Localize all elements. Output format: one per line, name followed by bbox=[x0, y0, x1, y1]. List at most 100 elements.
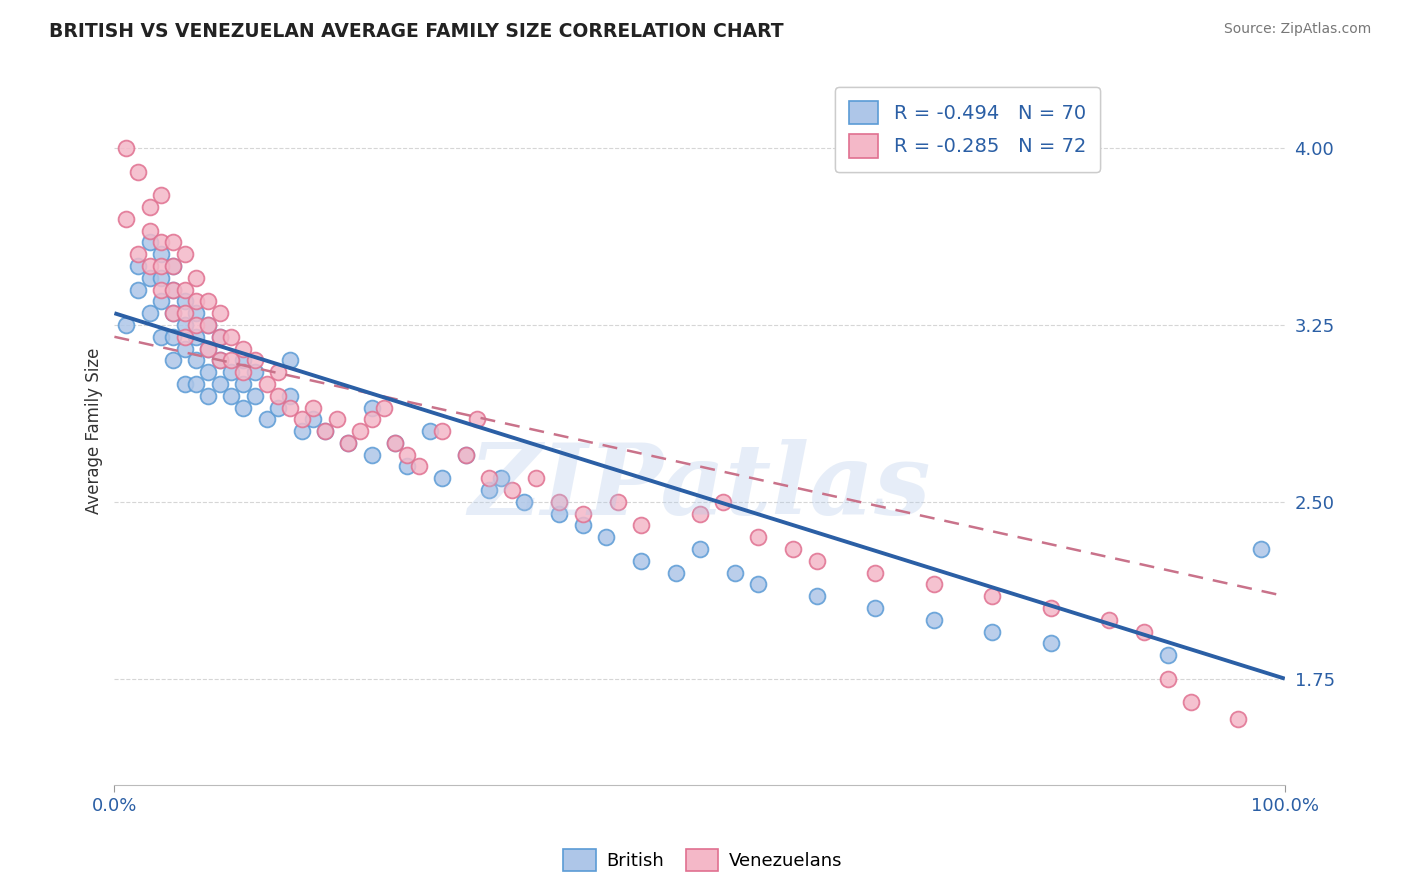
Point bbox=[361, 401, 384, 415]
Point bbox=[361, 412, 384, 426]
Y-axis label: Average Family Size: Average Family Size bbox=[86, 348, 103, 515]
Point bbox=[138, 200, 160, 214]
Point bbox=[138, 306, 160, 320]
Point bbox=[430, 424, 453, 438]
Point bbox=[863, 566, 886, 580]
Point bbox=[127, 259, 149, 273]
Point bbox=[1226, 712, 1249, 726]
Point bbox=[197, 389, 219, 403]
Point bbox=[595, 530, 617, 544]
Point bbox=[922, 613, 945, 627]
Point bbox=[395, 448, 418, 462]
Point bbox=[186, 318, 208, 332]
Point bbox=[349, 424, 371, 438]
Point bbox=[1039, 601, 1062, 615]
Point bbox=[384, 436, 406, 450]
Point bbox=[232, 342, 254, 356]
Point bbox=[373, 401, 395, 415]
Point bbox=[208, 330, 231, 344]
Point bbox=[922, 577, 945, 591]
Point bbox=[291, 424, 314, 438]
Point bbox=[384, 436, 406, 450]
Point bbox=[162, 283, 184, 297]
Point bbox=[256, 376, 278, 391]
Point bbox=[138, 235, 160, 250]
Point bbox=[361, 448, 384, 462]
Point bbox=[291, 412, 314, 426]
Point bbox=[162, 283, 184, 297]
Point bbox=[162, 259, 184, 273]
Point bbox=[1133, 624, 1156, 639]
Point bbox=[571, 507, 593, 521]
Point bbox=[208, 330, 231, 344]
Point bbox=[197, 318, 219, 332]
Point bbox=[724, 566, 747, 580]
Point bbox=[454, 448, 477, 462]
Point bbox=[115, 141, 138, 155]
Point bbox=[150, 294, 173, 309]
Point bbox=[197, 342, 219, 356]
Point bbox=[278, 401, 301, 415]
Point bbox=[221, 389, 243, 403]
Point bbox=[115, 318, 138, 332]
Point bbox=[408, 459, 430, 474]
Point bbox=[337, 436, 360, 450]
Point bbox=[395, 459, 418, 474]
Point bbox=[501, 483, 523, 497]
Point bbox=[806, 554, 828, 568]
Point bbox=[162, 306, 184, 320]
Point bbox=[314, 424, 336, 438]
Point bbox=[465, 412, 488, 426]
Point bbox=[150, 235, 173, 250]
Point bbox=[243, 353, 266, 368]
Point bbox=[150, 188, 173, 202]
Point bbox=[1250, 541, 1272, 556]
Point bbox=[150, 283, 173, 297]
Point bbox=[162, 330, 184, 344]
Point bbox=[256, 412, 278, 426]
Point bbox=[197, 318, 219, 332]
Point bbox=[150, 259, 173, 273]
Point bbox=[243, 389, 266, 403]
Point bbox=[278, 389, 301, 403]
Point bbox=[806, 589, 828, 603]
Point bbox=[138, 259, 160, 273]
Point bbox=[782, 541, 804, 556]
Point bbox=[278, 353, 301, 368]
Point bbox=[630, 518, 652, 533]
Point bbox=[430, 471, 453, 485]
Point bbox=[689, 507, 711, 521]
Point bbox=[208, 306, 231, 320]
Point bbox=[173, 330, 195, 344]
Point bbox=[489, 471, 512, 485]
Point bbox=[173, 376, 195, 391]
Point bbox=[138, 270, 160, 285]
Point bbox=[981, 589, 1004, 603]
Point bbox=[606, 495, 628, 509]
Point bbox=[630, 554, 652, 568]
Point bbox=[232, 353, 254, 368]
Point bbox=[221, 365, 243, 379]
Point bbox=[173, 318, 195, 332]
Point bbox=[981, 624, 1004, 639]
Point bbox=[173, 283, 195, 297]
Legend: British, Venezuelans: British, Venezuelans bbox=[555, 842, 851, 879]
Text: BRITISH VS VENEZUELAN AVERAGE FAMILY SIZE CORRELATION CHART: BRITISH VS VENEZUELAN AVERAGE FAMILY SIZ… bbox=[49, 22, 783, 41]
Point bbox=[326, 412, 349, 426]
Point bbox=[208, 353, 231, 368]
Point bbox=[302, 412, 325, 426]
Point bbox=[689, 541, 711, 556]
Point bbox=[127, 247, 149, 261]
Point bbox=[513, 495, 536, 509]
Point bbox=[127, 165, 149, 179]
Text: ZIPatlas: ZIPatlas bbox=[468, 440, 931, 536]
Point bbox=[1098, 613, 1121, 627]
Point bbox=[173, 306, 195, 320]
Point bbox=[478, 471, 501, 485]
Point bbox=[232, 365, 254, 379]
Point bbox=[337, 436, 360, 450]
Point bbox=[419, 424, 441, 438]
Point bbox=[197, 365, 219, 379]
Point bbox=[186, 353, 208, 368]
Point bbox=[243, 365, 266, 379]
